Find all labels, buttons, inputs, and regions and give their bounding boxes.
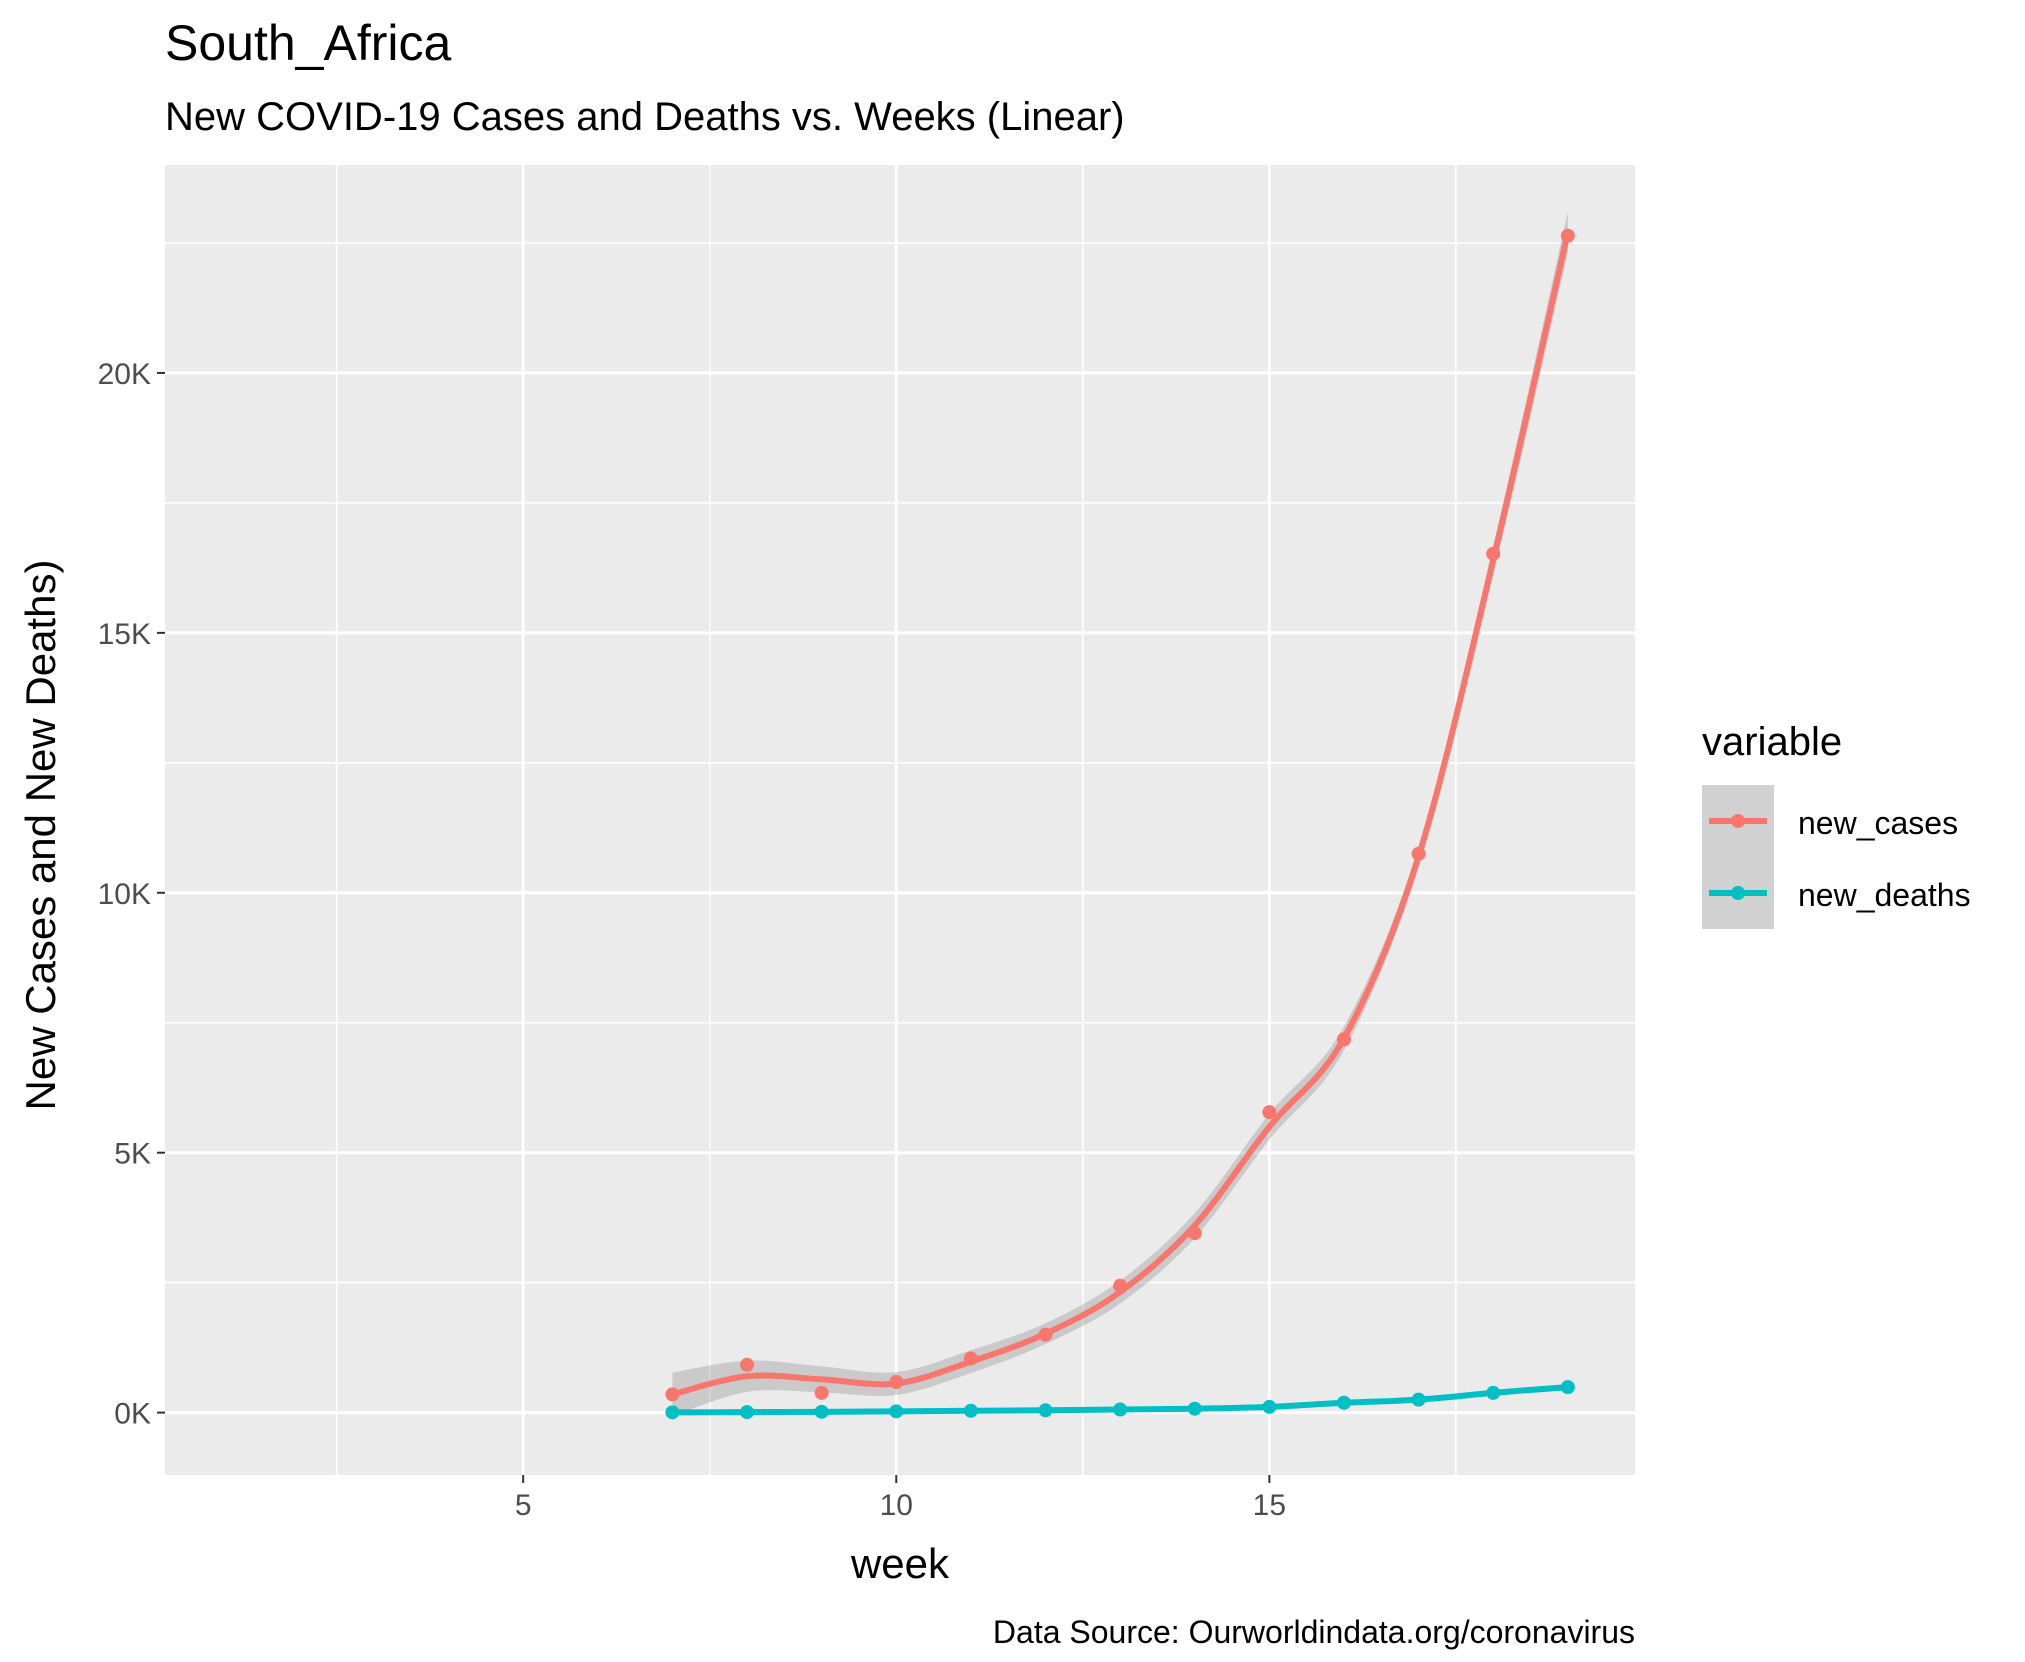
point-new-cases bbox=[814, 1385, 829, 1400]
point-new-cases bbox=[740, 1357, 755, 1372]
point-new-cases bbox=[1113, 1278, 1128, 1293]
point-new-cases bbox=[1038, 1327, 1053, 1342]
point-new-deaths bbox=[1262, 1399, 1277, 1414]
x-tick-label: 15 bbox=[1253, 1489, 1286, 1522]
point-new-cases bbox=[1486, 546, 1501, 561]
y-tick-label: 20K bbox=[98, 358, 151, 391]
point-new-deaths bbox=[889, 1404, 904, 1419]
point-new-deaths bbox=[1187, 1401, 1202, 1416]
point-new-deaths bbox=[1411, 1392, 1426, 1407]
chart-title: South_Africa bbox=[165, 15, 451, 71]
x-axis-label: week bbox=[850, 1540, 950, 1587]
y-tick-label: 10K bbox=[98, 878, 151, 911]
point-new-deaths bbox=[740, 1405, 755, 1420]
point-new-cases bbox=[665, 1387, 680, 1402]
legend-title: variable bbox=[1702, 720, 1842, 764]
plot-panel bbox=[165, 165, 1635, 1475]
legend-point-new-cases bbox=[1731, 814, 1745, 828]
legend-point-new-deaths bbox=[1731, 886, 1745, 900]
point-new-deaths bbox=[1560, 1380, 1575, 1395]
legend: variable new_cases new_deaths bbox=[1702, 720, 1971, 929]
line-new-cases bbox=[669, 229, 1571, 1398]
point-new-cases bbox=[889, 1374, 904, 1389]
legend-label-new-deaths: new_deaths bbox=[1798, 877, 1971, 913]
y-tick-label: 15K bbox=[98, 618, 151, 651]
point-new-cases bbox=[1411, 846, 1426, 861]
x-tick-label: 10 bbox=[880, 1489, 913, 1522]
chart-caption: Data Source: Ourworldindata.org/coronavi… bbox=[993, 1614, 1635, 1650]
x-axis: 5 10 15 bbox=[515, 1475, 1286, 1522]
point-new-deaths bbox=[963, 1403, 978, 1418]
legend-label-new-cases: new_cases bbox=[1798, 805, 1958, 841]
y-tick-label: 5K bbox=[114, 1138, 151, 1171]
point-new-deaths bbox=[814, 1404, 829, 1419]
point-new-deaths bbox=[1038, 1403, 1053, 1418]
point-new-deaths bbox=[1336, 1395, 1351, 1410]
point-new-cases bbox=[1262, 1105, 1277, 1120]
point-new-cases bbox=[963, 1351, 978, 1366]
x-tick-label: 5 bbox=[515, 1489, 532, 1522]
point-new-cases bbox=[1187, 1226, 1202, 1241]
chart-subtitle: New COVID-19 Cases and Deaths vs. Weeks … bbox=[165, 95, 1125, 139]
y-tick-label: 0K bbox=[114, 1398, 151, 1431]
y-axis: 0K 5K 10K 15K 20K bbox=[98, 358, 165, 1431]
point-new-deaths bbox=[1486, 1385, 1501, 1400]
point-new-deaths bbox=[1113, 1402, 1128, 1417]
minor-gridlines bbox=[165, 165, 1635, 1475]
point-new-cases bbox=[1560, 228, 1575, 243]
data-points bbox=[665, 228, 1575, 1420]
point-new-deaths bbox=[665, 1405, 680, 1420]
point-new-cases bbox=[1336, 1032, 1351, 1047]
y-axis-label: New Cases and New Deaths) bbox=[17, 560, 64, 1111]
